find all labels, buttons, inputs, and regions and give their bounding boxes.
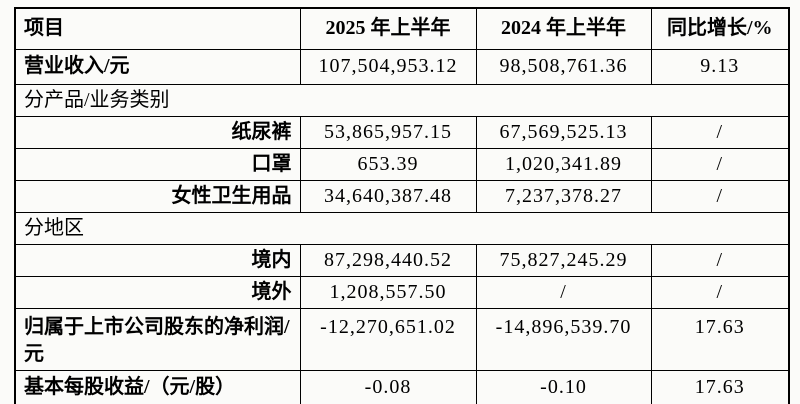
- row-label: 基本每股收益/（元/股）: [14, 369, 301, 404]
- header-2025-h1: 2025 年上半年: [299, 7, 477, 50]
- value-yoy: /: [650, 115, 790, 149]
- table-row-domestic: 境内 87,298,440.52 75,827,245.29 /: [14, 243, 790, 277]
- value-2025: 107,504,953.12: [299, 48, 477, 85]
- table-section-by-region: 分地区: [14, 211, 790, 245]
- header-2024-h1: 2024 年上半年: [475, 7, 652, 50]
- table-row-masks: 口罩 653.39 1,020,341.89 /: [14, 147, 790, 181]
- value-2024: 75,827,245.29: [475, 243, 652, 277]
- value-2025: -0.08: [299, 369, 477, 404]
- row-label: 营业收入/元: [14, 48, 301, 85]
- value-2025: 87,298,440.52: [299, 243, 477, 277]
- value-yoy: 17.63: [650, 369, 790, 404]
- value-yoy: 17.63: [650, 307, 790, 371]
- value-2025: 653.39: [299, 147, 477, 181]
- financial-results-table: 项目 2025 年上半年 2024 年上半年 同比增长/% 营业收入/元 107…: [14, 7, 790, 404]
- value-yoy: /: [650, 243, 790, 277]
- table-row-net-profit: 归属于上市公司股东的净利润/元 -12,270,651.02 -14,896,5…: [14, 307, 790, 371]
- header-item: 项目: [14, 7, 301, 50]
- value-2024: 98,508,761.36: [475, 48, 652, 85]
- table-row-revenue: 营业收入/元 107,504,953.12 98,508,761.36 9.13: [14, 48, 790, 85]
- value-2025: 53,865,957.15: [299, 115, 477, 149]
- value-yoy: /: [650, 275, 790, 309]
- value-2024: 7,237,378.27: [475, 179, 652, 213]
- table-row-feminine-hygiene: 女性卫生用品 34,640,387.48 7,237,378.27 /: [14, 179, 790, 213]
- row-label: 口罩: [14, 147, 301, 181]
- row-label: 境外: [14, 275, 301, 309]
- value-2025: -12,270,651.02: [299, 307, 477, 371]
- table-header-row: 项目 2025 年上半年 2024 年上半年 同比增长/%: [14, 7, 790, 50]
- table-row-diapers: 纸尿裤 53,865,957.15 67,569,525.13 /: [14, 115, 790, 149]
- table-row-eps: 基本每股收益/（元/股） -0.08 -0.10 17.63: [14, 369, 790, 404]
- value-yoy: /: [650, 147, 790, 181]
- value-2024: -0.10: [475, 369, 652, 404]
- value-yoy: 9.13: [650, 48, 790, 85]
- value-2024: -14,896,539.70: [475, 307, 652, 371]
- value-2025: 34,640,387.48: [299, 179, 477, 213]
- section-label: 分地区: [14, 211, 790, 245]
- value-2024: 67,569,525.13: [475, 115, 652, 149]
- value-yoy: /: [650, 179, 790, 213]
- row-label: 纸尿裤: [14, 115, 301, 149]
- row-label: 归属于上市公司股东的净利润/元: [14, 307, 301, 371]
- row-label: 境内: [14, 243, 301, 277]
- value-2024: /: [475, 275, 652, 309]
- table-row-overseas: 境外 1,208,557.50 / /: [14, 275, 790, 309]
- value-2025: 1,208,557.50: [299, 275, 477, 309]
- header-yoy-growth: 同比增长/%: [650, 7, 790, 50]
- row-label: 女性卫生用品: [14, 179, 301, 213]
- value-2024: 1,020,341.89: [475, 147, 652, 181]
- section-label: 分产品/业务类别: [14, 83, 790, 117]
- table-section-by-product: 分产品/业务类别: [14, 83, 790, 117]
